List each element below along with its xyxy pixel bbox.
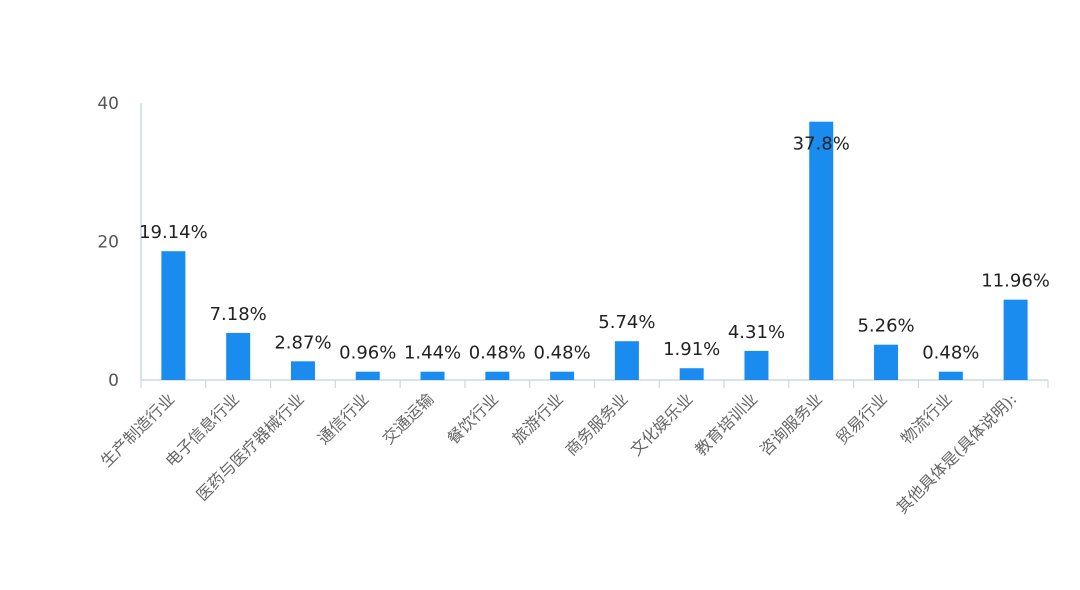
category-label: 旅游行业	[508, 389, 567, 448]
category-label: 医药与医疗器械行业	[193, 389, 308, 504]
data-label: 37.8%	[793, 134, 850, 155]
category-label: 教育培训业	[691, 389, 761, 459]
y-tick-label: 20	[97, 233, 119, 253]
bar	[485, 371, 510, 380]
data-label: 5.74%	[598, 312, 655, 333]
data-label: 5.26%	[857, 316, 914, 337]
data-label: 1.91%	[663, 339, 720, 360]
bar	[679, 368, 704, 380]
bar	[226, 332, 251, 380]
y-tick-labels: 0 20 40	[97, 94, 119, 391]
bar	[744, 350, 769, 380]
category-label: 咨询服务业	[756, 389, 826, 459]
x-tick-marks	[140, 380, 1049, 388]
bar	[1003, 299, 1028, 380]
category-label: 其他具体是(具体说明):	[893, 389, 1021, 517]
bar	[938, 371, 963, 380]
bar	[874, 344, 899, 380]
category-label: 通信行业	[314, 389, 373, 448]
data-label: 19.14%	[139, 222, 208, 243]
category-label: 文化娱乐业	[626, 389, 696, 459]
category-label: 餐饮行业	[443, 389, 502, 448]
data-label: 7.18%	[210, 304, 267, 325]
data-label: 0.96%	[339, 343, 396, 364]
y-tick-label: 0	[108, 371, 119, 391]
data-label: 1.44%	[404, 343, 461, 364]
bar	[161, 251, 186, 380]
data-label: 0.48%	[534, 343, 591, 364]
bar	[614, 341, 639, 380]
bars	[161, 121, 1028, 380]
bar	[290, 361, 315, 380]
data-labels: 19.14% 7.18% 2.87% 0.96% 1.44% 0.48% 0.48% 5.74…	[139, 134, 1050, 364]
data-label: 2.87%	[274, 332, 331, 353]
category-label: 商务服务业	[562, 389, 632, 459]
bar	[355, 371, 380, 380]
data-label: 0.48%	[922, 343, 979, 364]
category-label: 贸易行业	[832, 389, 891, 448]
bar	[550, 371, 575, 380]
category-label: 交通运输	[379, 389, 438, 448]
bar	[420, 371, 445, 380]
category-label: 物流行业	[897, 389, 956, 448]
data-label: 0.48%	[469, 343, 526, 364]
data-label: 4.31%	[728, 322, 785, 343]
data-label: 11.96%	[981, 271, 1050, 292]
y-tick-label: 40	[97, 94, 119, 114]
bar	[809, 121, 834, 380]
